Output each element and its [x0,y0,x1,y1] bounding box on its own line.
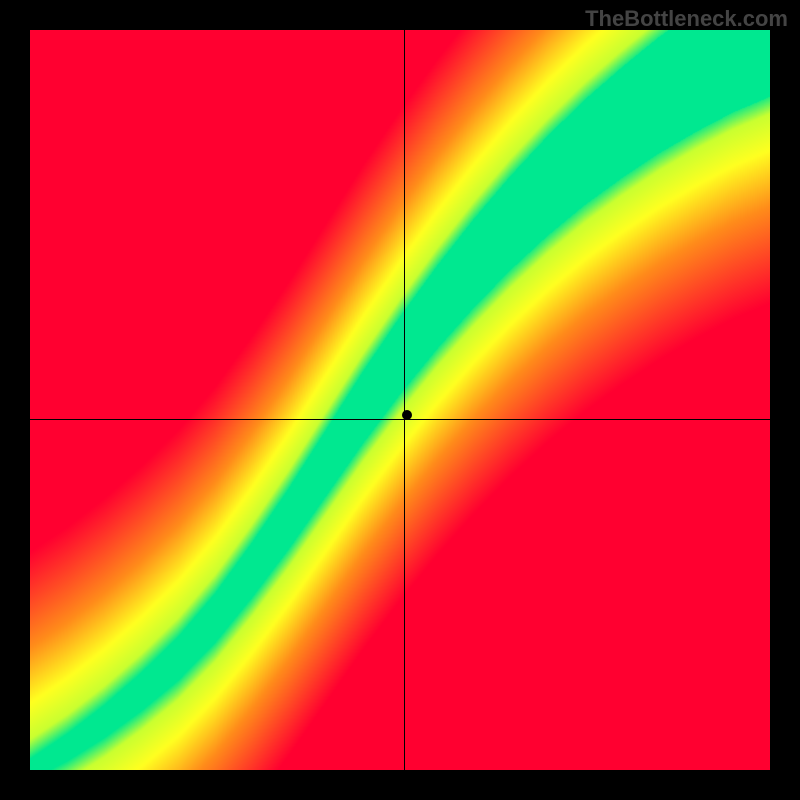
data-point-marker [402,410,412,420]
plot-area [30,30,770,770]
chart-frame: TheBottleneck.com [0,0,800,800]
watermark-text: TheBottleneck.com [585,6,788,32]
crosshair-vertical [404,30,405,770]
crosshair-horizontal [30,419,770,420]
heatmap-canvas [30,30,770,770]
